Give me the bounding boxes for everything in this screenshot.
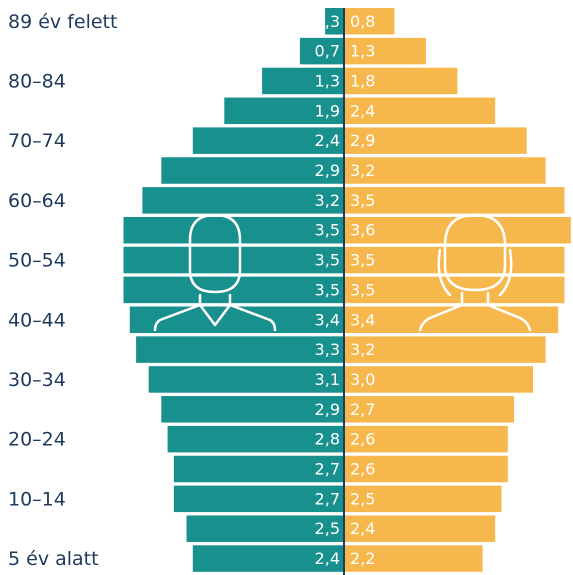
value-label: 3,5 bbox=[350, 280, 375, 299]
bar bbox=[148, 366, 344, 393]
value-label: 3,5 bbox=[315, 221, 340, 240]
value-label: 2,9 bbox=[315, 400, 340, 419]
value-label: 1,3 bbox=[315, 71, 340, 90]
bar bbox=[344, 455, 508, 483]
value-label: 2,4 bbox=[350, 101, 375, 120]
value-label: 3,2 bbox=[350, 161, 375, 180]
bar bbox=[344, 37, 426, 65]
value-label: 0,3 bbox=[315, 12, 340, 31]
age-label: 30–34 bbox=[8, 369, 66, 391]
bar bbox=[123, 246, 344, 274]
bar bbox=[161, 157, 344, 184]
female-icon bbox=[418, 213, 532, 332]
bar bbox=[344, 216, 571, 244]
bar bbox=[344, 485, 502, 513]
bar bbox=[344, 276, 565, 304]
bar bbox=[344, 366, 533, 393]
bar bbox=[136, 336, 344, 363]
value-label: 3,0 bbox=[350, 370, 375, 389]
age-label: 70–74 bbox=[8, 130, 66, 152]
value-label: 3,4 bbox=[350, 310, 375, 329]
age-label: 89 év felett bbox=[8, 11, 117, 33]
value-label: 2,7 bbox=[350, 400, 375, 419]
value-label: 3,3 bbox=[315, 340, 340, 359]
value-label: 2,2 bbox=[350, 549, 375, 568]
bar bbox=[224, 97, 344, 125]
value-label: 3,5 bbox=[315, 280, 340, 299]
value-label: 2,9 bbox=[315, 161, 340, 180]
value-label: 3,5 bbox=[350, 251, 375, 270]
value-label: 1,3 bbox=[350, 42, 375, 61]
value-label: 2,6 bbox=[350, 460, 375, 479]
value-label: 2,8 bbox=[315, 430, 340, 449]
value-label: 2,4 bbox=[350, 519, 375, 538]
value-label: 3,5 bbox=[350, 191, 375, 210]
age-label: 50–54 bbox=[8, 250, 66, 272]
bar bbox=[344, 515, 496, 542]
value-label: 2,7 bbox=[315, 489, 340, 508]
bar bbox=[344, 157, 546, 184]
bar bbox=[344, 187, 565, 214]
male-icon bbox=[153, 213, 277, 332]
value-label: 3,2 bbox=[315, 191, 340, 210]
bar bbox=[325, 8, 344, 35]
bar bbox=[167, 425, 344, 453]
value-label: 1,9 bbox=[315, 101, 340, 120]
bar bbox=[344, 67, 458, 95]
value-label: 1,8 bbox=[350, 71, 375, 90]
bar bbox=[344, 97, 496, 125]
age-label: 40–44 bbox=[8, 309, 66, 331]
bar bbox=[173, 485, 344, 513]
bar bbox=[299, 37, 344, 65]
age-label: 5 év alatt bbox=[8, 548, 99, 570]
value-label: 3,2 bbox=[350, 340, 375, 359]
value-label: 2,6 bbox=[350, 430, 375, 449]
value-label: 2,4 bbox=[315, 131, 340, 150]
bar bbox=[192, 127, 344, 154]
age-label: 20–24 bbox=[8, 429, 66, 451]
bar bbox=[344, 396, 515, 423]
bar bbox=[262, 67, 344, 95]
value-label: 0,7 bbox=[315, 42, 340, 61]
bar bbox=[142, 187, 344, 214]
bar bbox=[344, 8, 395, 35]
bar bbox=[123, 276, 344, 304]
value-label: 2,5 bbox=[350, 489, 375, 508]
value-label: 2,9 bbox=[350, 131, 375, 150]
value-label: 3,5 bbox=[315, 251, 340, 270]
age-label: 10–14 bbox=[8, 488, 66, 510]
age-label: 80–84 bbox=[8, 70, 66, 92]
value-label: 3,6 bbox=[350, 221, 375, 240]
bar bbox=[344, 127, 527, 154]
value-label: 0,8 bbox=[350, 12, 375, 31]
bar bbox=[186, 515, 344, 542]
bar bbox=[344, 425, 508, 453]
age-label: 60–64 bbox=[8, 190, 66, 212]
bar bbox=[173, 455, 344, 483]
bar bbox=[161, 396, 344, 423]
value-label: 2,4 bbox=[315, 549, 340, 568]
bar bbox=[192, 545, 344, 572]
bar bbox=[344, 336, 546, 363]
value-label: 3,1 bbox=[315, 370, 340, 389]
value-label: 3,4 bbox=[315, 310, 340, 329]
bar bbox=[344, 545, 483, 572]
bar bbox=[344, 246, 565, 274]
bar bbox=[129, 306, 344, 333]
value-label: 2,5 bbox=[315, 519, 340, 538]
value-label: 2,7 bbox=[315, 460, 340, 479]
